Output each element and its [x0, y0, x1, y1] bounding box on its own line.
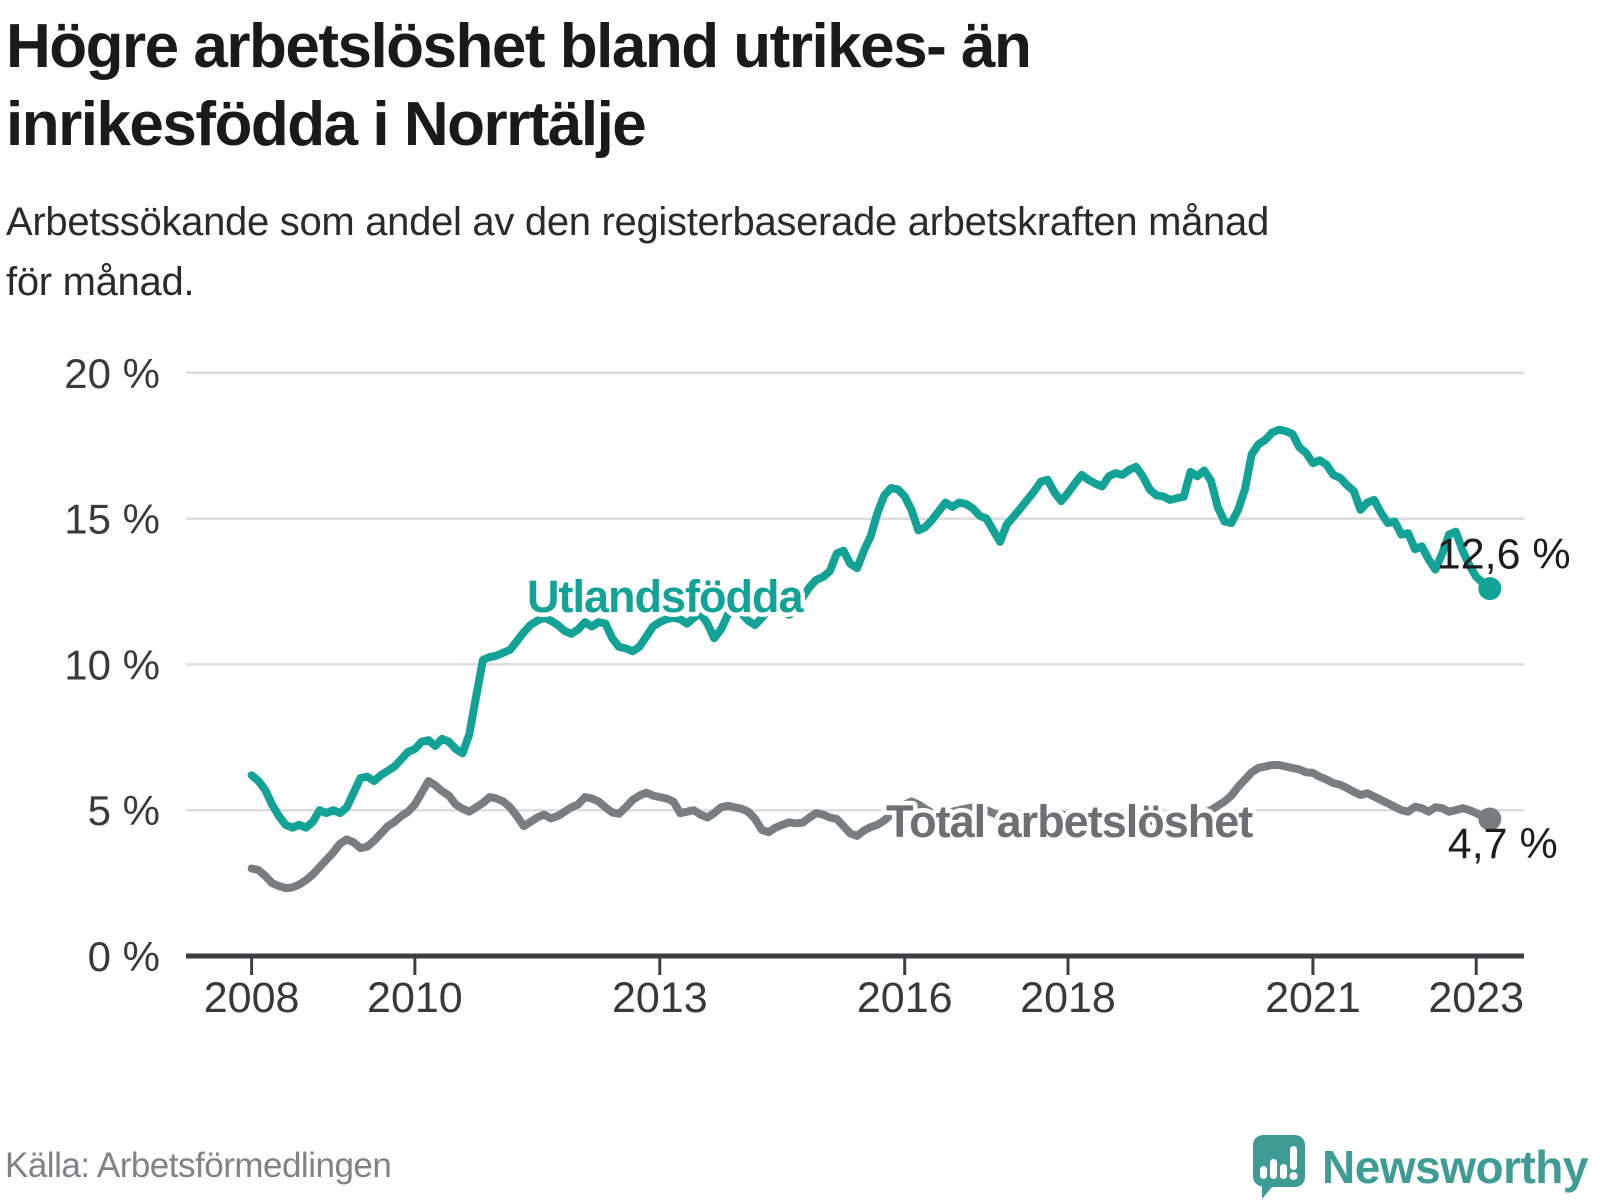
- newsworthy-wordmark: Newsworthy: [1322, 1141, 1588, 1193]
- series-label-total-arbetsl-shet: Total arbetslöshet: [886, 796, 1253, 847]
- subtitle-line-2: för månad.: [6, 260, 195, 304]
- title-line-1: Högre arbetslöshet bland utrikes- än: [6, 12, 1032, 81]
- y-axis-label-20: 20 %: [64, 350, 160, 397]
- y-axis-label-5: 5 %: [88, 787, 160, 834]
- page-title: Högre arbetslöshet bland utrikes- än inri…: [6, 8, 1566, 164]
- x-axis-label-2013: 2013: [612, 974, 708, 1022]
- source-note: Källa: Arbetsförmedlingen: [5, 1146, 392, 1185]
- series-label-halo-total-arbetsl-shet: Total arbetslöshet: [886, 796, 1253, 847]
- x-axis-label-2016: 2016: [857, 974, 953, 1022]
- end-value-label-total-arbetsl-shet: 4,7 %: [1448, 820, 1558, 868]
- series-end-dot-utlandsf-dda: [1478, 577, 1502, 601]
- subtitle-line-1: Arbetssökande som andel av den registerb…: [6, 200, 1269, 244]
- y-axis-label-15: 15 %: [64, 496, 160, 543]
- chart-subtitle: Arbetssökande som andel av den registerb…: [6, 192, 1566, 312]
- title-line-2: inrikesfödda i Norrtälje: [6, 90, 647, 159]
- series-line-total-arbetsl-shet: [247, 761, 1494, 893]
- series-label-halo-utlandsf-dda: Utlandsfödda: [527, 571, 804, 622]
- series-line-utlandsf-dda: [247, 425, 1494, 832]
- x-axis-label-2008: 2008: [204, 974, 300, 1022]
- end-value-label-utlandsf-dda: 12,6 %: [1437, 531, 1571, 579]
- chart-header: Högre arbetslöshet bland utrikes- än inri…: [6, 8, 1566, 312]
- x-axis-label-2021: 2021: [1265, 974, 1361, 1022]
- series-end-dot-total-arbetsl-shet: [1478, 807, 1502, 831]
- y-axis-label-0: 0 %: [88, 933, 160, 980]
- y-axis-label-10: 10 %: [64, 641, 160, 688]
- x-axis-label-2023: 2023: [1428, 974, 1524, 1022]
- newsworthy-logo: Newsworthy: [1250, 1134, 1588, 1200]
- x-axis-label-2018: 2018: [1020, 974, 1116, 1022]
- series-label-utlandsf-dda: Utlandsfödda: [527, 571, 804, 622]
- x-axis-label-2010: 2010: [367, 974, 463, 1022]
- newsworthy-bubble-icon: [1253, 1135, 1306, 1199]
